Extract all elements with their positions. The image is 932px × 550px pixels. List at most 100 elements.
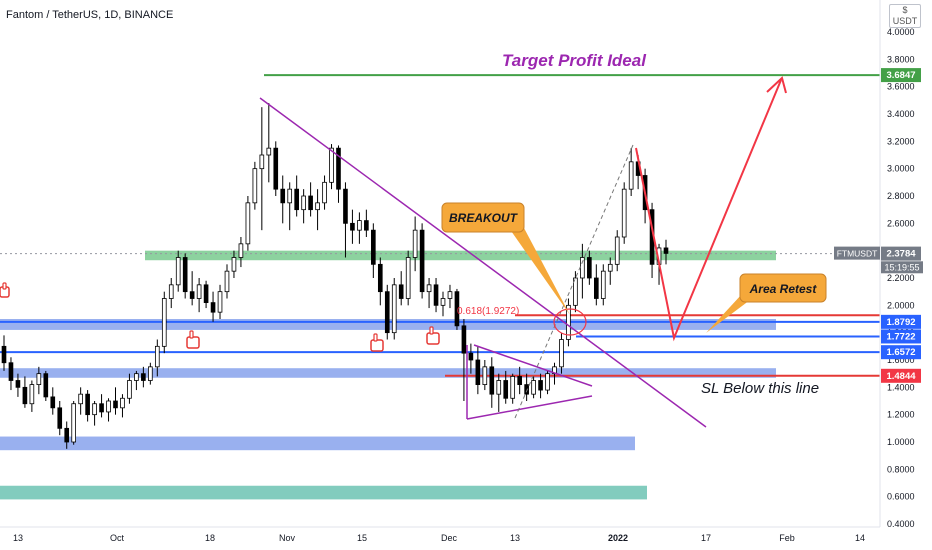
candle-body	[154, 345, 160, 368]
candle-body	[175, 257, 181, 286]
candle-body	[433, 284, 439, 306]
breakout-callout-text: BREAKOUT	[449, 211, 519, 225]
x-tick-label: 13	[510, 533, 520, 543]
candle	[377, 257, 383, 306]
candle-body	[134, 373, 139, 381]
projection-dashed-line	[514, 144, 634, 419]
candle-body	[99, 403, 104, 413]
candle-body	[343, 188, 348, 224]
candle-body	[573, 277, 578, 306]
y-tick-label: 1.4000	[887, 382, 915, 392]
analysis-drawings	[259, 76, 787, 428]
candle	[621, 182, 627, 244]
candle	[566, 298, 571, 347]
candle-body	[273, 147, 279, 190]
candle	[280, 175, 286, 224]
candle-body	[545, 373, 550, 391]
candle-body	[287, 188, 293, 204]
candle	[8, 357, 14, 391]
candle-body	[203, 284, 209, 304]
candle	[106, 398, 111, 422]
candle	[503, 370, 509, 404]
y-tick-label: 1.6000	[887, 355, 915, 365]
candle	[398, 271, 404, 306]
candle-body	[168, 284, 174, 299]
pointing-hand-icon	[370, 333, 384, 352]
candle-body	[15, 380, 21, 388]
candle-body	[357, 220, 362, 231]
downtrend-line	[259, 97, 707, 428]
price-label-bg	[881, 246, 921, 261]
y-tick-label: 2.0000	[887, 300, 915, 310]
candle	[168, 278, 174, 309]
x-tick-label: Nov	[279, 533, 296, 543]
y-tick-label: 2.8000	[887, 191, 915, 201]
candle	[252, 161, 258, 210]
candle	[454, 288, 460, 330]
candle	[649, 202, 655, 278]
y-tick-label: 0.4000	[887, 519, 915, 529]
candle-body	[482, 366, 488, 386]
candle-body	[189, 291, 195, 299]
candle	[489, 357, 495, 408]
candle-body	[454, 291, 460, 327]
projection-arrow-head	[766, 76, 787, 94]
currency-badge-symbol: $	[902, 5, 908, 15]
area-retest-callout-text: Area Retest	[749, 282, 818, 296]
candle-body	[120, 397, 125, 409]
candle	[120, 394, 125, 418]
candle-body	[614, 236, 620, 265]
candle	[433, 278, 439, 313]
breakout-callout-pointer	[509, 228, 570, 315]
candle	[475, 346, 481, 395]
candle	[78, 387, 83, 415]
candle-body	[217, 291, 223, 313]
zone-band-green	[145, 250, 776, 261]
candle-body	[322, 181, 327, 204]
price-label: 3.6847	[886, 70, 915, 81]
candle-body	[538, 380, 543, 391]
pointing-hand-icon	[186, 330, 200, 349]
candle-body	[85, 393, 90, 416]
candle	[587, 250, 592, 285]
price-label: 1.8792	[886, 317, 915, 328]
candle-body	[607, 263, 613, 272]
x-tick-label: Oct	[110, 533, 125, 543]
candle-body	[71, 403, 77, 443]
candle	[71, 401, 77, 445]
candle	[134, 370, 139, 391]
candle	[148, 362, 153, 385]
candle	[538, 373, 543, 399]
currency-badge[interactable]: $ USDT	[889, 4, 921, 28]
candle	[510, 373, 516, 404]
candle-body	[391, 284, 397, 334]
symbol-tag: FTMUSDT	[837, 249, 878, 259]
candle	[419, 223, 425, 299]
candle	[573, 271, 578, 313]
candle	[301, 189, 306, 224]
candle-body	[517, 375, 522, 385]
candle	[127, 373, 132, 404]
y-tick-label: 2.2000	[887, 273, 915, 283]
candle-body	[294, 188, 299, 211]
candle	[231, 250, 237, 278]
candle	[468, 343, 474, 374]
candle	[496, 373, 502, 412]
candle	[22, 376, 28, 408]
x-tick-label: 14	[855, 533, 865, 543]
candle	[364, 209, 369, 237]
horizontal-levels	[0, 74, 880, 377]
candle	[384, 284, 390, 340]
area-retest-callout-box	[739, 273, 827, 303]
candle	[663, 239, 669, 265]
candle-body	[531, 380, 536, 395]
callouts: BREAKOUT Area Retest Target Profit Ideal…	[441, 51, 827, 397]
breakout-callout-box	[441, 202, 525, 233]
candle	[531, 376, 536, 399]
candle-body	[663, 247, 669, 254]
x-tick-label: 2022	[608, 533, 628, 543]
y-tick-label: 0.8000	[887, 464, 915, 474]
candle	[447, 284, 453, 309]
candle-body	[405, 257, 411, 299]
